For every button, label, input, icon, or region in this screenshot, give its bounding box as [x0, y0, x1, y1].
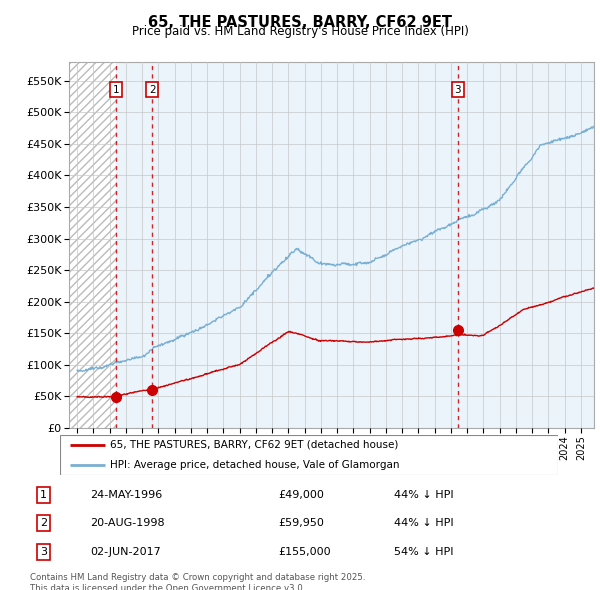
Text: 24-MAY-1996: 24-MAY-1996 [90, 490, 163, 500]
Text: 44% ↓ HPI: 44% ↓ HPI [394, 490, 454, 500]
Bar [69, 62, 116, 428]
Text: 1: 1 [112, 85, 119, 95]
Text: 2: 2 [40, 519, 47, 528]
Text: 65, THE PASTURES, BARRY, CF62 9ET (detached house): 65, THE PASTURES, BARRY, CF62 9ET (detac… [110, 440, 398, 450]
Text: 20-AUG-1998: 20-AUG-1998 [90, 519, 165, 528]
Text: 65, THE PASTURES, BARRY, CF62 9ET: 65, THE PASTURES, BARRY, CF62 9ET [148, 15, 452, 30]
Text: Contains HM Land Registry data © Crown copyright and database right 2025.
This d: Contains HM Land Registry data © Crown c… [30, 573, 365, 590]
Text: HPI: Average price, detached house, Vale of Glamorgan: HPI: Average price, detached house, Vale… [110, 460, 400, 470]
Bar [458, 62, 594, 428]
Bar [116, 62, 152, 428]
Text: £59,950: £59,950 [278, 519, 324, 528]
Text: 02-JUN-2017: 02-JUN-2017 [90, 547, 161, 556]
Text: 3: 3 [454, 85, 461, 95]
Bar [69, 62, 116, 428]
Text: 54% ↓ HPI: 54% ↓ HPI [394, 547, 454, 556]
Text: 44% ↓ HPI: 44% ↓ HPI [394, 519, 454, 528]
Text: Price paid vs. HM Land Registry's House Price Index (HPI): Price paid vs. HM Land Registry's House … [131, 25, 469, 38]
Text: 2: 2 [149, 85, 155, 95]
Text: £49,000: £49,000 [278, 490, 324, 500]
Text: £155,000: £155,000 [278, 547, 331, 556]
Text: 3: 3 [40, 547, 47, 556]
Bar [152, 62, 458, 428]
Text: 1: 1 [40, 490, 47, 500]
